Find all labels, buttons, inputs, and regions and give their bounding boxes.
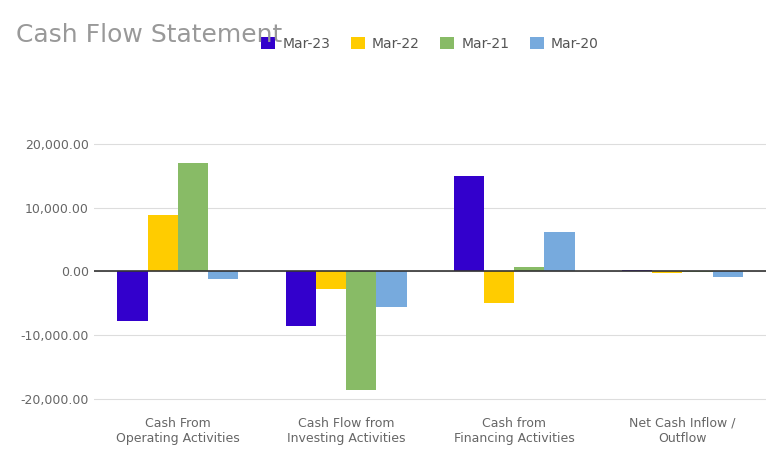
Bar	[515, 267, 544, 271]
Bar	[712, 271, 743, 277]
Bar	[346, 271, 376, 389]
Bar	[454, 176, 484, 271]
Bar	[484, 271, 515, 303]
Bar	[208, 271, 239, 279]
Bar	[316, 271, 346, 289]
Bar	[652, 271, 683, 273]
Bar	[178, 163, 208, 271]
Bar	[148, 215, 178, 271]
Bar	[544, 232, 575, 271]
Text: Cash Flow Statement: Cash Flow Statement	[16, 23, 282, 47]
Bar	[622, 270, 652, 271]
Bar	[682, 271, 712, 272]
Bar	[376, 271, 407, 307]
Legend: Mar-23, Mar-22, Mar-21, Mar-20: Mar-23, Mar-22, Mar-21, Mar-20	[256, 31, 604, 56]
Bar	[117, 271, 148, 321]
Bar	[285, 271, 316, 326]
